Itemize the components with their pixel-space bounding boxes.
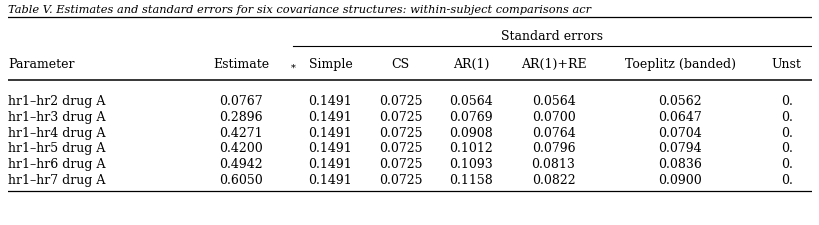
- Text: Toeplitz (banded): Toeplitz (banded): [624, 58, 735, 71]
- Text: 0.0822: 0.0822: [531, 173, 575, 186]
- Text: 0.0769: 0.0769: [449, 110, 492, 124]
- Text: 0.: 0.: [780, 157, 792, 170]
- Text: 0.0794: 0.0794: [658, 142, 701, 155]
- Text: 0.4271: 0.4271: [219, 126, 263, 139]
- Text: 0.0700: 0.0700: [531, 110, 575, 124]
- Text: Estimate: Estimate: [213, 58, 269, 71]
- Text: hr1–hr4 drug A: hr1–hr4 drug A: [8, 126, 106, 139]
- Text: 0.1491: 0.1491: [308, 142, 352, 155]
- Text: Unst: Unst: [771, 58, 801, 71]
- Text: 0.1491: 0.1491: [308, 126, 352, 139]
- Text: 0.4200: 0.4200: [219, 142, 263, 155]
- Text: 0.1491: 0.1491: [308, 110, 352, 124]
- Text: hr1–hr5 drug A: hr1–hr5 drug A: [8, 142, 106, 155]
- Text: 0.0564: 0.0564: [448, 95, 492, 108]
- Text: 0.0796: 0.0796: [531, 142, 575, 155]
- Text: *: *: [291, 64, 295, 73]
- Text: 0.: 0.: [780, 110, 792, 124]
- Text: 0.0725: 0.0725: [378, 126, 422, 139]
- Text: 0.1158: 0.1158: [448, 173, 492, 186]
- Text: 0.0725: 0.0725: [378, 157, 422, 170]
- Text: 0.0562: 0.0562: [658, 95, 701, 108]
- Text: 0.0767: 0.0767: [219, 95, 263, 108]
- Text: 0.0813: 0.0813: [531, 157, 575, 170]
- Text: Standard errors: Standard errors: [500, 29, 603, 43]
- Text: 0.: 0.: [780, 173, 792, 186]
- Text: Parameter: Parameter: [8, 58, 75, 71]
- Text: Simple: Simple: [308, 58, 352, 71]
- Text: 0.6050: 0.6050: [219, 173, 263, 186]
- Text: 0.0725: 0.0725: [378, 142, 422, 155]
- Text: 0.1491: 0.1491: [308, 95, 352, 108]
- Text: hr1–hr6 drug A: hr1–hr6 drug A: [8, 157, 106, 170]
- Text: 0.0725: 0.0725: [378, 110, 422, 124]
- Text: hr1–hr7 drug A: hr1–hr7 drug A: [8, 173, 106, 186]
- Text: 0.: 0.: [780, 142, 792, 155]
- Text: 0.0704: 0.0704: [658, 126, 701, 139]
- Text: 0.: 0.: [780, 95, 792, 108]
- Text: 0.0725: 0.0725: [378, 173, 422, 186]
- Text: 0.0564: 0.0564: [531, 95, 575, 108]
- Text: CS: CS: [391, 58, 410, 71]
- Text: 0.0908: 0.0908: [448, 126, 492, 139]
- Text: 0.0725: 0.0725: [378, 95, 422, 108]
- Text: 0.0764: 0.0764: [531, 126, 575, 139]
- Text: 0.2896: 0.2896: [219, 110, 263, 124]
- Text: 0.4942: 0.4942: [219, 157, 263, 170]
- Text: 0.1491: 0.1491: [308, 173, 352, 186]
- Text: AR(1): AR(1): [452, 58, 488, 71]
- Text: 0.1012: 0.1012: [448, 142, 492, 155]
- Text: 0.0647: 0.0647: [658, 110, 701, 124]
- Text: AR(1)+RE: AR(1)+RE: [520, 58, 586, 71]
- Text: hr1–hr2 drug A: hr1–hr2 drug A: [8, 95, 106, 108]
- Text: 0.1093: 0.1093: [448, 157, 492, 170]
- Text: Table V. Estimates and standard errors for six covariance structures: within-sub: Table V. Estimates and standard errors f…: [8, 5, 590, 15]
- Text: hr1–hr3 drug A: hr1–hr3 drug A: [8, 110, 106, 124]
- Text: 0.: 0.: [780, 126, 792, 139]
- Text: 0.0836: 0.0836: [658, 157, 701, 170]
- Text: 0.1491: 0.1491: [308, 157, 352, 170]
- Text: 0.0900: 0.0900: [658, 173, 701, 186]
